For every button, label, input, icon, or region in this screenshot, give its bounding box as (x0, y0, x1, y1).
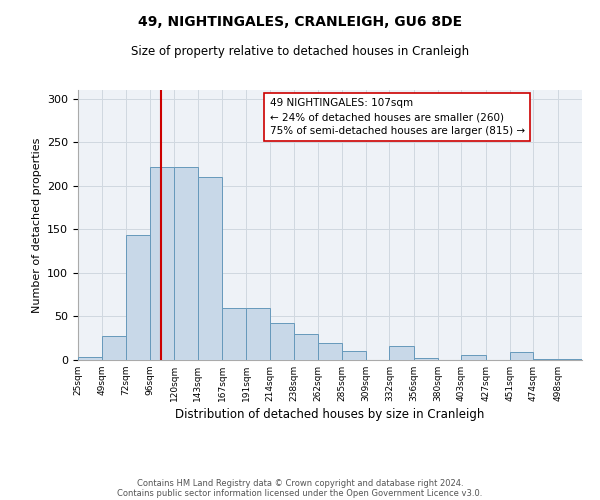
Bar (461, 355, 485, 360)
Bar (269, 322, 294, 360)
Bar (294, 334, 319, 360)
Bar (341, 352, 366, 360)
Bar (533, 359, 557, 360)
Bar (197, 177, 222, 360)
Bar (247, 308, 269, 360)
X-axis label: Distribution of detached houses by size in Cranleigh: Distribution of detached houses by size … (175, 408, 485, 421)
Bar (222, 308, 247, 360)
Bar (557, 359, 582, 360)
Text: Contains HM Land Registry data © Crown copyright and database right 2024.: Contains HM Land Registry data © Crown c… (137, 478, 463, 488)
Bar (319, 342, 341, 360)
Bar (510, 352, 533, 360)
Bar (389, 346, 413, 360)
Y-axis label: Number of detached properties: Number of detached properties (32, 138, 41, 312)
Bar (78, 356, 103, 360)
Bar (103, 336, 125, 360)
Text: Contains public sector information licensed under the Open Government Licence v3: Contains public sector information licen… (118, 488, 482, 498)
Bar (413, 358, 438, 360)
Text: 49, NIGHTINGALES, CRANLEIGH, GU6 8DE: 49, NIGHTINGALES, CRANLEIGH, GU6 8DE (138, 15, 462, 29)
Bar (150, 166, 175, 360)
Bar (125, 236, 150, 360)
Text: Size of property relative to detached houses in Cranleigh: Size of property relative to detached ho… (131, 45, 469, 58)
Text: 49 NIGHTINGALES: 107sqm
← 24% of detached houses are smaller (260)
75% of semi-d: 49 NIGHTINGALES: 107sqm ← 24% of detache… (269, 98, 524, 136)
Bar (175, 166, 197, 360)
